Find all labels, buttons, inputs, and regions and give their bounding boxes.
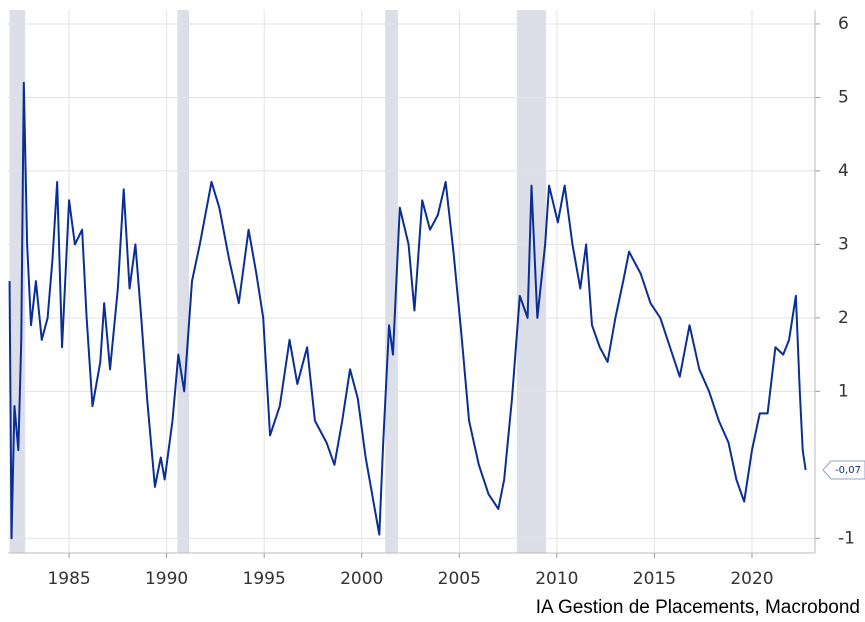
x-tick-label: 1985: [47, 569, 90, 589]
x-tick-label: 2010: [535, 569, 578, 589]
end-label: -0,07: [835, 465, 861, 476]
end-label-box: [822, 460, 865, 480]
x-tick-label: 2000: [340, 569, 383, 589]
x-tick-label: 2020: [730, 569, 773, 589]
y-tick-label: 2: [838, 308, 849, 328]
y-tick-label: 4: [838, 161, 849, 181]
recession-band: [177, 10, 190, 553]
x-tick-label: 1995: [243, 569, 286, 589]
x-tick-label: 1990: [145, 569, 188, 589]
x-tick-label: 2005: [438, 569, 481, 589]
recession-band: [385, 10, 398, 553]
x-tick-label: 2015: [633, 569, 676, 589]
source: IA Gestion de Placements, Macrobond: [536, 597, 860, 618]
series-line: [8, 81, 807, 540]
y-tick-label: 3: [838, 234, 849, 254]
y-tick-label: 5: [838, 87, 849, 107]
y-tick-label: -1: [838, 528, 855, 548]
y-tick-label: 1: [838, 381, 849, 401]
y-tick-label: 6: [838, 14, 849, 34]
